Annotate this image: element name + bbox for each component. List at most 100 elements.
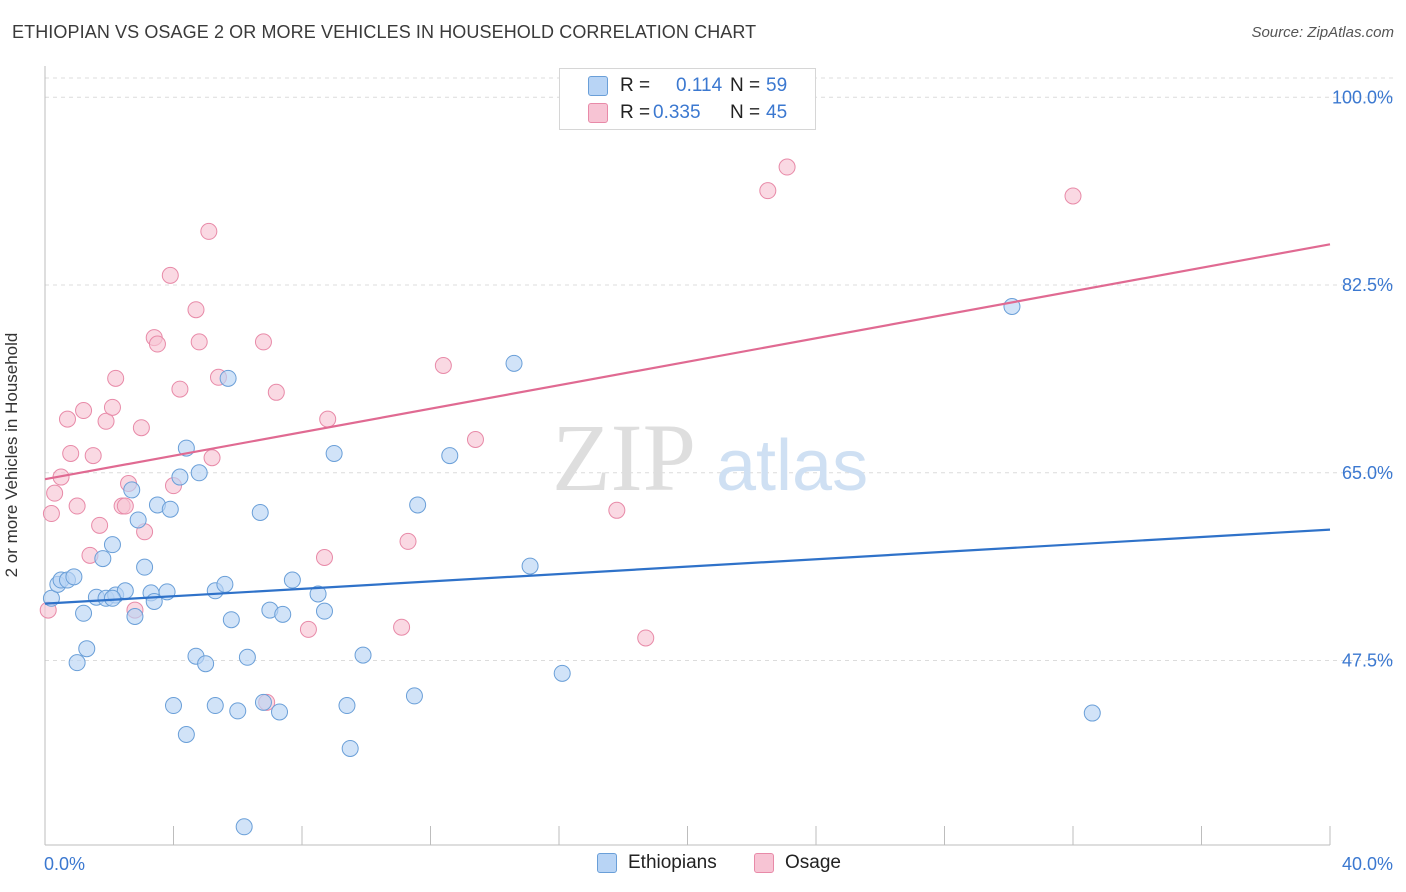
ethiopian-point — [123, 481, 141, 499]
ethiopian-trend-line — [44, 528, 1331, 605]
ethiopian-point — [177, 726, 195, 744]
ethiopian-point — [190, 464, 208, 482]
osage-point — [466, 431, 484, 449]
ethiopians-swatch — [597, 853, 617, 873]
ethiopian-point — [75, 604, 93, 622]
ethiopian-point — [136, 558, 154, 576]
osage-point — [58, 410, 76, 428]
legend-r-label: R = — [620, 75, 651, 96]
axes — [44, 66, 1331, 846]
osage-point — [97, 412, 115, 430]
legend-r-label: R = — [620, 102, 651, 123]
osage-point — [75, 402, 93, 420]
osage-point — [190, 333, 208, 351]
ethiopian-point — [405, 687, 423, 705]
osage-swatch — [754, 853, 774, 873]
osage-point — [171, 380, 189, 398]
y-tick-label: 82.5% — [1342, 275, 1393, 295]
ethiopian-point — [219, 369, 237, 387]
osage-swatch — [588, 103, 608, 123]
ethiopian-point — [354, 646, 372, 664]
ethiopian-point — [229, 702, 247, 720]
ethiopian-point — [126, 608, 144, 626]
osage-point — [148, 335, 166, 353]
ethiopian-point — [254, 693, 272, 711]
ethiopian-point — [129, 511, 147, 529]
osage-trend-line — [44, 243, 1331, 481]
x-tick-label: 0.0% — [44, 854, 85, 874]
ethiopian-point — [68, 654, 86, 672]
ethiopian-point — [206, 697, 224, 715]
osage-point — [62, 444, 80, 462]
legend-r-value: 0.114 — [676, 75, 723, 96]
osage-point — [200, 222, 218, 240]
legend-box: R = 0.114 N = 59 R = 0.335 N = 45 — [559, 68, 816, 130]
ethiopian-point — [271, 703, 289, 721]
ethiopian-point — [197, 655, 215, 673]
ethiopian-point — [338, 697, 356, 715]
bottom-legend-label: Ethiopians — [628, 852, 717, 873]
osage-point — [608, 501, 626, 519]
osage-point — [132, 419, 150, 437]
ethiopian-point — [341, 739, 359, 757]
osage-point — [393, 618, 411, 636]
osage-point — [103, 398, 121, 416]
osage-point — [42, 505, 60, 523]
chart-title: ETHIOPIAN VS OSAGE 2 OR MORE VEHICLES IN… — [12, 22, 757, 42]
ethiopian-point — [216, 575, 234, 593]
ethiopian-point — [521, 557, 539, 575]
ethiopian-point — [103, 589, 121, 607]
watermark-zip: ZIP — [552, 404, 696, 511]
osage-point — [254, 333, 272, 351]
ethiopian-point — [505, 354, 523, 372]
osage-point — [91, 516, 109, 534]
osage-point — [107, 369, 125, 387]
ethiopian-point — [94, 550, 112, 568]
osage-point — [759, 182, 777, 200]
osage-point — [203, 449, 221, 467]
ethiopian-point — [283, 571, 301, 589]
legend-n-label: N = — [730, 75, 761, 96]
osage-point — [434, 356, 452, 374]
watermark: ZIP atlas — [552, 404, 868, 511]
osage-point — [187, 301, 205, 319]
ethiopian-point — [409, 496, 427, 514]
ethiopian-point — [309, 585, 327, 603]
ethiopian-point — [251, 503, 269, 521]
ethiopian-point — [165, 697, 182, 715]
ethiopian-point — [78, 640, 96, 658]
osage-point — [399, 532, 417, 550]
legend-n-label: N = — [730, 102, 761, 123]
ethiopian-point — [325, 444, 343, 462]
ethiopian-point — [65, 568, 83, 586]
osage-point — [68, 497, 86, 515]
osage-point — [46, 484, 64, 502]
osage-point — [1064, 187, 1082, 205]
ethiopian-point — [238, 648, 256, 666]
tick-labels: 47.5% 65.0% 82.5% 100.0% 0.0% 40.0% — [44, 87, 1393, 874]
watermark-atlas: atlas — [716, 426, 868, 506]
ethiopian-point — [315, 602, 333, 620]
ethiopian-point — [441, 447, 459, 465]
y-tick-label: 100.0% — [1332, 87, 1393, 107]
legend-r-value: 0.335 — [653, 102, 701, 123]
osage-point — [319, 410, 337, 428]
osage-point — [116, 497, 134, 515]
ethiopian-point — [161, 500, 179, 518]
osage-point — [778, 158, 796, 176]
ethiopian-point — [222, 611, 240, 629]
ethiopian-point — [171, 468, 189, 486]
osage-point — [299, 620, 317, 638]
ethiopian-point — [103, 536, 121, 554]
source-credit: Source: ZipAtlas.com — [1251, 24, 1394, 41]
osage-point — [267, 383, 285, 401]
ethiopian-point — [553, 664, 571, 682]
ethiopian-point — [1083, 704, 1101, 722]
legend-n-value: 45 — [766, 102, 788, 123]
ethiopian-point — [274, 605, 292, 623]
ethiopians-swatch — [588, 76, 608, 96]
osage-point — [315, 549, 333, 567]
trend-lines — [44, 243, 1331, 605]
bottom-legend-label: Osage — [785, 852, 841, 873]
